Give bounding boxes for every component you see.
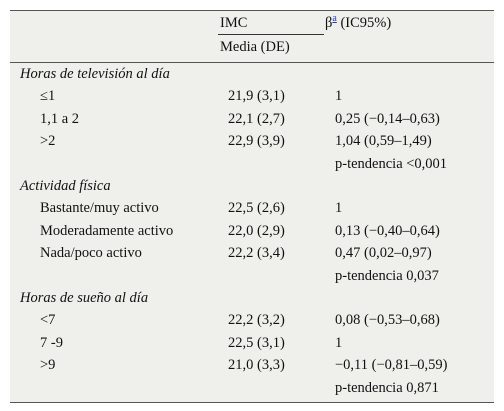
section-title: Horas de televisión al día (20, 66, 170, 82)
row-beta-ci: 1 (335, 334, 343, 351)
table-row: Bastante/muy activo 22,5 (2,6) 1 (10, 197, 494, 219)
row-label: >9 (40, 357, 56, 374)
row-beta-ci: 1,04 (0,59–1,49) (335, 133, 432, 150)
results-table: IMC βa (IC95%) Media (DE) Horas de telev… (10, 10, 494, 403)
section-title: Horas de sueño al día (20, 290, 149, 306)
row-beta-ci: 0,08 (−0,53–0,68) (335, 312, 440, 329)
row-media-de: 22,9 (3,9) (228, 133, 285, 150)
row-beta-ci: 0,13 (−0,40–0,64) (335, 222, 440, 239)
section-title: Actividad física (20, 178, 111, 194)
row-label: Moderadamente activo (40, 222, 174, 239)
row-media-de: 22,1 (2,7) (228, 110, 285, 127)
table-row: ≤1 21,9 (3,1) 1 (10, 85, 494, 107)
row-media-de: 21,0 (3,3) (228, 357, 285, 374)
header-media-de: Media (DE) (220, 39, 290, 55)
table-row: 1,1 a 2 22,1 (2,7) 0,25 (−0,14–0,63) (10, 108, 494, 130)
row-media-de: 22,5 (3,1) (228, 334, 285, 351)
row-beta-ci: p-tendencia 0,037 (335, 267, 439, 284)
row-beta-ci: 0,47 (0,02–0,97) (335, 245, 432, 262)
row-label: 7 -9 (40, 334, 63, 351)
table-row: Moderadamente activo 22,0 (2,9) 0,13 (−0,4… (10, 220, 494, 242)
row-beta-ci: −0,11 (−0,81–0,59) (335, 357, 448, 374)
row-beta-ci: 0,25 (−0,14–0,63) (335, 110, 440, 127)
header-beta-symbol: β (325, 15, 333, 31)
table-row: p-tendencia <0,001 (10, 153, 494, 175)
row-beta-ci: 1 (335, 88, 343, 105)
row-media-de: 22,0 (2,9) (228, 222, 285, 239)
row-label: Bastante/muy activo (40, 200, 159, 217)
row-label: 1,1 a 2 (40, 110, 80, 127)
table-row: Nada/poco activo 22,2 (3,4) 0,47 (0,02–0,9… (10, 242, 494, 264)
row-label: ≤1 (40, 88, 56, 105)
row-label: Nada/poco activo (40, 245, 142, 262)
row-label: >2 (40, 133, 56, 150)
header-beta-ci: (IC95%) (336, 15, 392, 31)
table-row: >2 22,9 (3,9) 1,04 (0,59–1,49) (10, 130, 494, 152)
row-beta-ci: 1 (335, 200, 343, 217)
header-row-main: IMC βa (IC95%) (10, 11, 494, 35)
row-beta-ci: p-tendencia 0,871 (335, 379, 439, 396)
header-imc: IMC (220, 15, 248, 31)
row-media-de: 22,2 (3,2) (228, 312, 285, 329)
table-row: >9 21,0 (3,3) −0,11 (−0,81–0,59) (10, 354, 494, 376)
row-media-de: 22,5 (2,6) (228, 200, 285, 217)
header-beta: βa (IC95%) (325, 12, 391, 34)
header-imc-underline (218, 34, 324, 35)
table-row: p-tendencia 0,037 (10, 265, 494, 287)
row-media-de: 21,9 (3,1) (228, 88, 285, 105)
header-separator (10, 62, 494, 63)
table-row: <7 22,2 (3,2) 0,08 (−0,53–0,68) (10, 309, 494, 331)
footnote-a-link[interactable]: a (332, 13, 337, 25)
row-beta-ci: p-tendencia <0,001 (335, 155, 448, 172)
header-row-sub: Media (DE) (10, 36, 494, 60)
row-media-de: 22,2 (3,4) (228, 245, 285, 262)
row-label: <7 (40, 312, 56, 329)
table-row: p-tendencia 0,871 (10, 377, 494, 399)
table-row: 7 -9 22,5 (3,1) 1 (10, 332, 494, 354)
